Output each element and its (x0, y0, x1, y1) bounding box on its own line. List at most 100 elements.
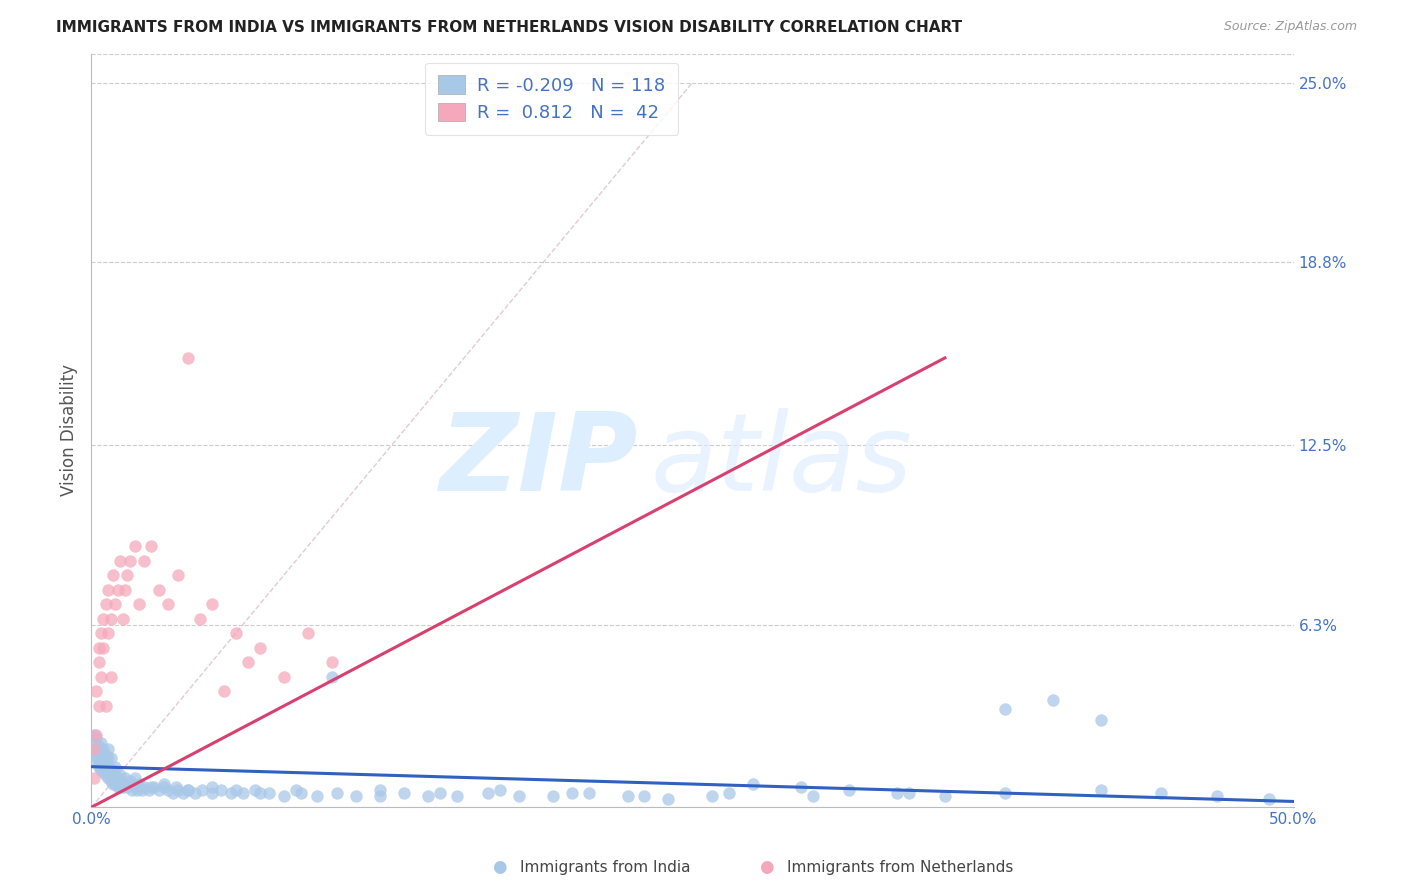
Point (273, 789, 295, 803)
Point (219, 786, 242, 800)
Point (84, 742, 107, 756)
Point (110, 780, 132, 794)
Point (90, 751, 112, 765)
Point (107, 582, 129, 597)
Point (801, 789, 824, 803)
Point (236, 655, 259, 669)
Point (118, 774, 141, 789)
Point (994, 786, 1017, 800)
Point (101, 568, 124, 582)
Point (249, 640, 271, 655)
Point (114, 771, 136, 786)
Point (104, 598, 127, 612)
Point (94, 747, 117, 762)
Point (157, 598, 180, 612)
Point (184, 786, 207, 800)
Point (191, 783, 214, 797)
Point (87, 655, 110, 669)
Point (84, 731, 107, 745)
Point (90, 763, 112, 777)
Point (84, 745, 107, 759)
Point (117, 568, 139, 582)
Point (176, 351, 198, 365)
Point (1150, 786, 1173, 800)
Point (209, 783, 232, 797)
Point (87, 754, 110, 768)
Point (284, 783, 307, 797)
Point (83, 747, 105, 762)
Point (578, 786, 600, 800)
Point (83, 737, 105, 751)
Point (84, 684, 107, 698)
Point (125, 783, 148, 797)
Point (131, 783, 153, 797)
Point (789, 780, 811, 794)
Point (152, 780, 174, 794)
Point (1090, 783, 1112, 797)
Point (97, 626, 120, 640)
Point (101, 763, 124, 777)
Point (128, 598, 150, 612)
Point (1090, 714, 1112, 728)
Point (249, 786, 271, 800)
Point (700, 789, 723, 803)
Point (212, 684, 235, 698)
Point (100, 670, 122, 684)
Point (325, 786, 347, 800)
Point (124, 539, 146, 553)
Point (141, 539, 163, 553)
Point (87, 698, 110, 713)
Point (100, 774, 122, 789)
Point (541, 789, 564, 803)
Point (717, 786, 740, 800)
Point (87, 756, 110, 771)
Point (100, 763, 122, 777)
Text: ZIP: ZIP (440, 408, 638, 514)
Point (87, 739, 110, 754)
Point (188, 612, 211, 626)
Point (114, 777, 136, 791)
Point (118, 777, 141, 791)
Point (167, 568, 190, 582)
Text: ●: ● (759, 858, 773, 876)
Point (100, 751, 122, 765)
Point (1258, 791, 1281, 805)
Point (94, 768, 117, 782)
Point (110, 554, 132, 568)
Point (142, 780, 165, 794)
Point (83, 728, 105, 742)
Point (225, 783, 247, 797)
Point (138, 783, 160, 797)
Point (134, 554, 156, 568)
Point (93, 612, 115, 626)
Point (97, 771, 120, 786)
Point (243, 783, 266, 797)
Point (897, 786, 920, 800)
Point (290, 786, 312, 800)
Point (118, 554, 141, 568)
Point (225, 626, 247, 640)
Point (94, 698, 117, 713)
Point (93, 765, 115, 780)
Point (100, 612, 122, 626)
Point (321, 670, 343, 684)
Point (124, 780, 146, 794)
Point (104, 768, 127, 782)
Point (152, 777, 174, 791)
Point (429, 786, 451, 800)
Point (616, 789, 638, 803)
Point (148, 783, 170, 797)
Point (273, 670, 295, 684)
Point (344, 789, 367, 803)
Point (110, 768, 132, 782)
Point (633, 789, 655, 803)
Point (84, 728, 107, 742)
Point (176, 783, 198, 797)
Point (101, 777, 124, 791)
Point (104, 777, 127, 791)
Point (128, 777, 150, 791)
Point (94, 756, 117, 771)
Point (87, 747, 110, 762)
Point (93, 754, 115, 768)
Point (124, 771, 146, 786)
